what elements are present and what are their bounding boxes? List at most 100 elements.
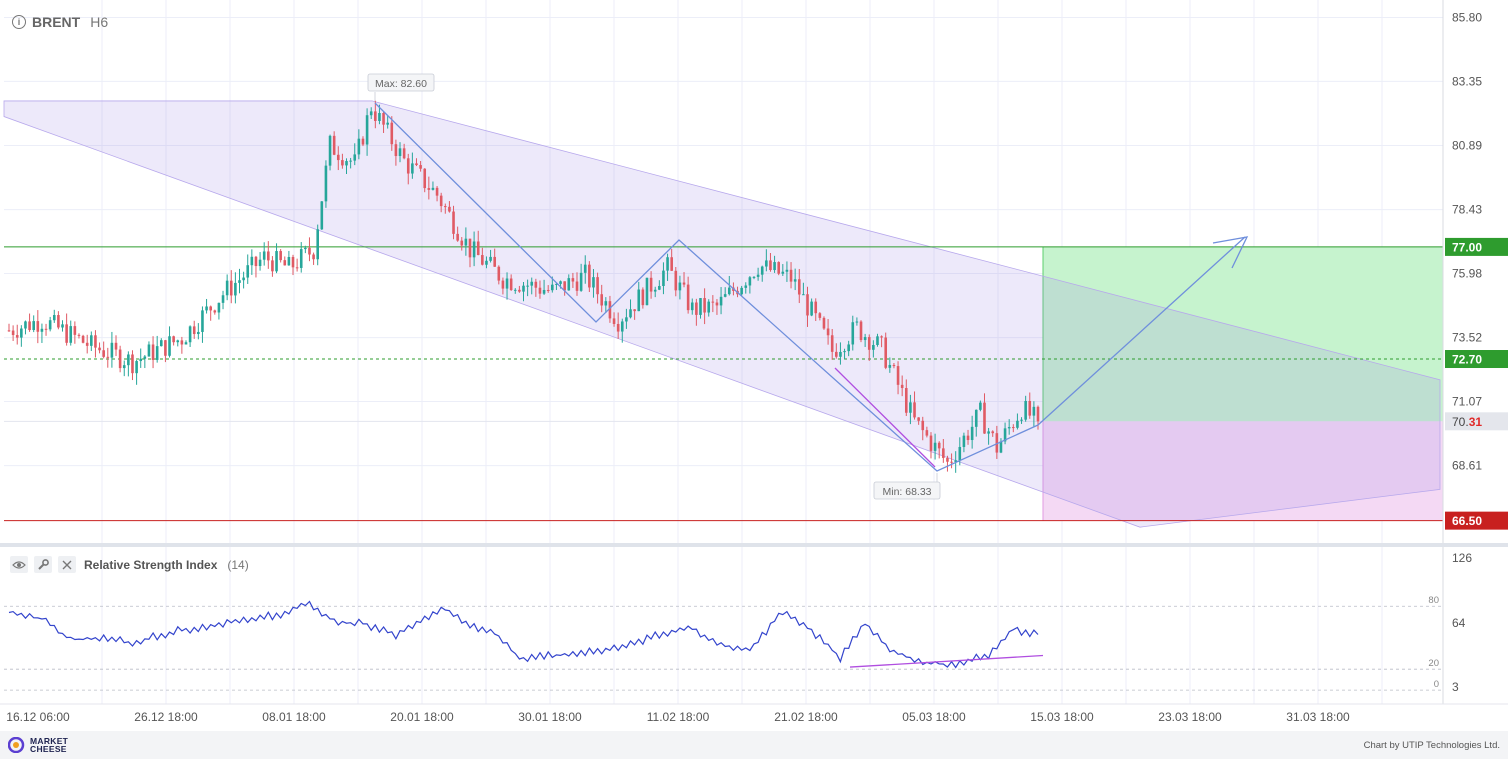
candle[interactable] [917,417,920,421]
candle[interactable] [756,274,760,277]
candle[interactable] [662,270,665,287]
candle[interactable] [242,277,245,281]
candle[interactable] [793,279,797,282]
candle[interactable] [419,165,422,169]
candle[interactable] [40,328,44,332]
candle[interactable] [493,256,496,267]
candle[interactable] [847,344,850,352]
candle[interactable] [431,187,435,190]
candle[interactable] [336,154,340,161]
candle[interactable] [402,148,406,159]
candle[interactable] [913,402,916,418]
candle[interactable] [942,448,945,458]
candle[interactable] [839,351,842,357]
candle[interactable] [439,195,443,207]
candle[interactable] [102,350,105,357]
candle[interactable] [645,277,649,306]
candle[interactable] [406,158,410,174]
candle[interactable] [427,188,431,190]
candle[interactable] [559,281,562,284]
candle[interactable] [398,148,402,157]
candle[interactable] [773,262,776,271]
level-badge[interactable] [1445,350,1508,369]
timeframe-label[interactable]: H6 [90,14,109,30]
candle[interactable] [588,264,591,288]
candle[interactable] [551,284,554,291]
candle[interactable] [118,349,122,369]
candle[interactable] [888,364,892,368]
candle[interactable] [452,211,455,234]
candle[interactable] [394,144,398,157]
candle[interactable] [855,321,859,323]
candle[interactable] [271,260,274,272]
candle[interactable] [36,321,40,332]
candle[interactable] [73,326,77,335]
candle[interactable] [625,317,628,322]
candle[interactable] [1016,420,1019,428]
candle[interactable] [180,340,184,345]
candle[interactable] [785,269,789,272]
candle[interactable] [909,402,912,413]
candle[interactable] [57,315,60,328]
candle[interactable] [863,337,867,341]
candle[interactable] [740,287,743,295]
candle[interactable] [44,328,48,330]
candle[interactable] [411,163,414,174]
candle[interactable] [810,301,813,316]
take-profit-zone[interactable] [1043,246,1443,422]
candle[interactable] [765,260,768,267]
candle[interactable] [476,241,480,256]
candle[interactable] [608,301,612,319]
panel-separator[interactable] [0,543,1508,547]
candle[interactable] [880,336,883,338]
candle[interactable] [707,301,711,313]
candle[interactable] [633,309,636,312]
candle[interactable] [983,402,986,434]
candle[interactable] [789,269,793,282]
candle[interactable] [715,302,719,306]
candle[interactable] [851,322,855,345]
projection-arrow[interactable] [1037,236,1246,426]
candle[interactable] [168,336,171,356]
candle[interactable] [122,365,126,369]
candle[interactable] [966,435,970,441]
pattern-zigzag[interactable] [374,102,1039,472]
candle[interactable] [98,347,101,351]
candle[interactable] [900,384,904,389]
candle[interactable] [369,111,373,116]
candle[interactable] [555,283,558,285]
rsi-line[interactable] [8,600,1039,669]
candle[interactable] [872,344,875,350]
candle[interactable] [1032,406,1036,416]
candle[interactable] [390,122,394,145]
candle[interactable] [308,247,311,255]
divergence-line[interactable] [834,367,936,468]
candle[interactable] [526,285,529,287]
candle[interactable] [760,266,764,275]
candle[interactable] [159,340,163,347]
candle[interactable] [876,336,879,345]
candle[interactable] [374,111,377,121]
candle[interactable] [114,342,118,350]
candle[interactable] [341,160,344,166]
candle[interactable] [958,446,962,461]
candle[interactable] [357,138,361,155]
candle[interactable] [513,289,517,291]
candle[interactable] [262,251,266,260]
candle[interactable] [423,168,427,189]
candle[interactable] [188,326,192,343]
candle[interactable] [320,201,324,230]
candle[interactable] [695,302,698,315]
min-label[interactable]: Min: 68.33 [873,481,941,500]
stop-loss-zone[interactable] [1043,421,1443,521]
candle[interactable] [229,280,233,296]
close-icon[interactable] [58,556,76,573]
candle[interactable] [77,334,81,336]
candle[interactable] [312,254,315,260]
candle[interactable] [90,335,93,346]
candle[interactable] [649,277,653,292]
candle[interactable] [81,335,85,343]
candle[interactable] [929,435,933,451]
